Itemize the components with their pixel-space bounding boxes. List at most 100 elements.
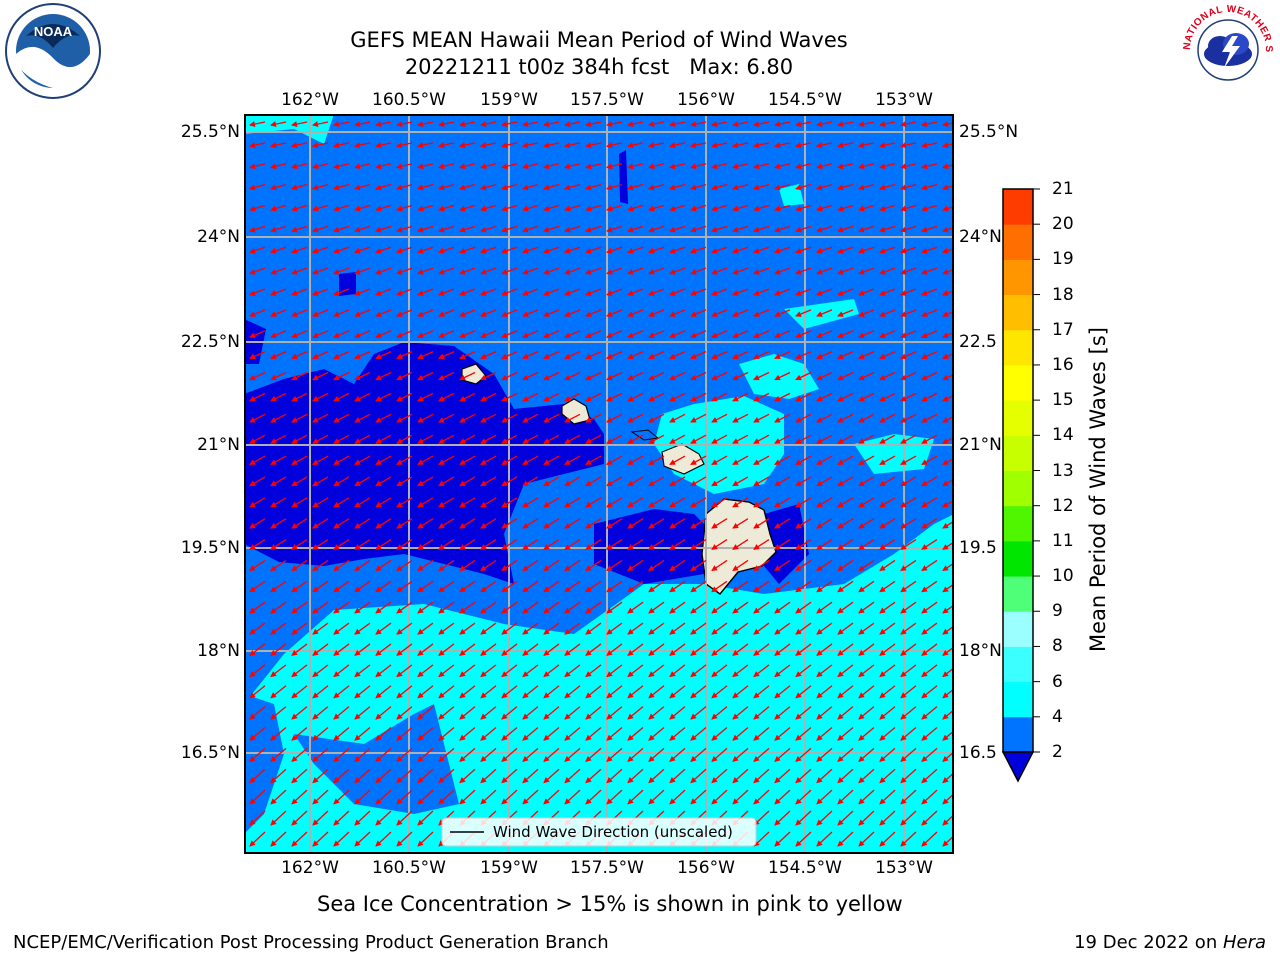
wind-wave-arrow bbox=[249, 371, 266, 381]
wind-wave-arrow bbox=[795, 601, 812, 614]
wind-wave-arrow bbox=[669, 559, 686, 572]
wind-wave-arrow bbox=[417, 580, 434, 593]
colorbar-segment bbox=[1003, 611, 1033, 647]
wind-wave-arrow bbox=[858, 455, 875, 466]
wind-wave-arrow bbox=[879, 371, 896, 381]
nws-logo-icon: NATIONAL WEATHER SERVICE bbox=[1180, 2, 1274, 96]
wind-wave-arrow bbox=[795, 351, 812, 360]
wind-wave-arrow bbox=[627, 518, 644, 529]
wind-wave-arrow bbox=[249, 789, 266, 805]
colorbar-under-arrow bbox=[1001, 751, 1035, 783]
wind-wave-arrow bbox=[417, 434, 434, 444]
wind-wave-arrow bbox=[480, 497, 497, 508]
wind-wave-arrow bbox=[543, 643, 560, 656]
map-title-line2: 20221211 t00z 384h fcst Max: 6.80 bbox=[404, 55, 794, 79]
colorbar-segment bbox=[1003, 505, 1033, 542]
wind-wave-arrow bbox=[753, 183, 770, 191]
wind-wave-arrow bbox=[942, 750, 954, 763]
wind-wave-arrow bbox=[732, 392, 749, 402]
wind-wave-arrow bbox=[312, 183, 329, 191]
wind-wave-arrow bbox=[417, 643, 434, 656]
wind-wave-arrow bbox=[606, 142, 623, 149]
wind-wave-arrow bbox=[354, 768, 371, 784]
wind-wave-arrow bbox=[879, 747, 896, 763]
wind-wave-arrow bbox=[921, 622, 938, 635]
wind-wave-arrow bbox=[648, 183, 665, 191]
wind-wave-arrow bbox=[879, 121, 896, 127]
wind-wave-arrow bbox=[795, 747, 812, 763]
wind-wave-arrow bbox=[732, 204, 749, 212]
wind-wave-arrow bbox=[480, 768, 497, 784]
wind-wave-arrow bbox=[606, 351, 623, 360]
wind-wave-arrow bbox=[417, 518, 434, 529]
wind-wave-arrow bbox=[921, 392, 938, 402]
wind-wave-arrow bbox=[459, 246, 476, 254]
wind-wave-arrow bbox=[732, 142, 749, 149]
wind-wave-arrow bbox=[585, 455, 602, 466]
wind-wave-arrow bbox=[858, 434, 875, 444]
wind-wave-arrow bbox=[648, 622, 665, 635]
wind-wave-arrow bbox=[795, 726, 812, 741]
wave-period-map: Wind Wave Direction (unscaled) bbox=[244, 114, 954, 854]
wind-wave-arrow bbox=[879, 351, 896, 360]
wind-wave-arrow bbox=[417, 706, 434, 720]
wind-wave-arrow bbox=[753, 539, 770, 550]
wind-wave-arrow bbox=[396, 351, 413, 360]
wind-wave-arrow bbox=[270, 726, 287, 741]
wind-wave-arrow bbox=[795, 539, 812, 550]
noaa-logo-icon: NOAA bbox=[5, 3, 101, 99]
wind-wave-arrow bbox=[774, 330, 791, 338]
wind-wave-arrow bbox=[816, 121, 833, 127]
wind-wave-arrow bbox=[879, 204, 896, 212]
wind-wave-arrow bbox=[669, 392, 686, 402]
wind-wave-arrow bbox=[480, 225, 497, 233]
wind-wave-arrow bbox=[480, 330, 497, 338]
wind-wave-arrow bbox=[585, 622, 602, 635]
wind-wave-arrow bbox=[837, 288, 854, 296]
wind-wave-arrow bbox=[753, 664, 770, 678]
wind-wave-arrow bbox=[753, 288, 770, 296]
wind-wave-arrow bbox=[900, 643, 917, 656]
wind-wave-arrow bbox=[627, 768, 644, 784]
wind-wave-arrow bbox=[354, 726, 371, 741]
wind-wave-arrow bbox=[543, 706, 560, 720]
wind-wave-arrow bbox=[270, 142, 287, 149]
wind-wave-arrow bbox=[837, 267, 854, 275]
colorbar-tick-label: 13 bbox=[1052, 460, 1074, 481]
wind-wave-arrow bbox=[291, 267, 308, 275]
wind-wave-arrow bbox=[312, 142, 329, 149]
wind-wave-arrow bbox=[606, 183, 623, 191]
wind-wave-arrow bbox=[417, 267, 434, 275]
wind-wave-arrow bbox=[669, 643, 686, 656]
wind-wave-arrow bbox=[879, 309, 896, 317]
lon-tick-top: 154.5°W bbox=[768, 90, 842, 110]
wind-wave-arrow bbox=[333, 371, 350, 381]
wind-wave-arrow bbox=[648, 518, 665, 529]
lon-tick-top: 156°W bbox=[677, 90, 735, 110]
wind-wave-arrow bbox=[669, 768, 686, 784]
wind-wave-arrow bbox=[606, 768, 623, 784]
wind-wave-arrow bbox=[417, 392, 434, 402]
wind-wave-arrow bbox=[606, 539, 623, 550]
colorbar-tick-label: 6 bbox=[1052, 671, 1063, 692]
wind-wave-arrow bbox=[795, 664, 812, 678]
wind-wave-arrow bbox=[543, 476, 560, 487]
wind-wave-arrow bbox=[501, 183, 518, 191]
wind-wave-arrow bbox=[459, 392, 476, 402]
wind-wave-arrow bbox=[690, 664, 707, 678]
wind-wave-arrow bbox=[690, 559, 707, 572]
wind-wave-arrow bbox=[312, 351, 329, 360]
wind-wave-arrow bbox=[354, 643, 371, 656]
wind-wave-arrow bbox=[312, 330, 329, 338]
wind-wave-arrow bbox=[438, 580, 455, 593]
wind-wave-arrow bbox=[333, 288, 350, 296]
wind-wave-arrow bbox=[249, 685, 266, 699]
wind-wave-arrow bbox=[921, 601, 938, 614]
wind-wave-arrow bbox=[774, 664, 791, 678]
wind-wave-arrow bbox=[501, 726, 518, 741]
wind-wave-arrow bbox=[396, 142, 413, 149]
wind-wave-arrow bbox=[816, 330, 833, 338]
wind-wave-arrow bbox=[438, 768, 455, 784]
wind-wave-arrow bbox=[774, 392, 791, 402]
wind-wave-arrow bbox=[753, 622, 770, 635]
